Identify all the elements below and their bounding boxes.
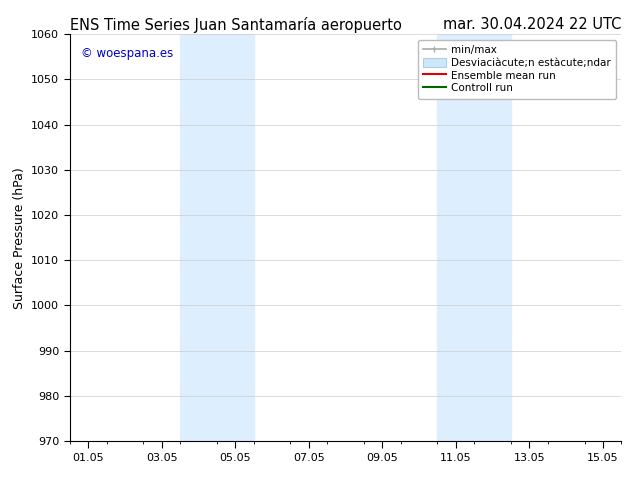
Legend: min/max, Desviaciàcute;n estàcute;ndar, Ensemble mean run, Controll run: min/max, Desviaciàcute;n estàcute;ndar, …: [418, 40, 616, 98]
Bar: [180, 34, 254, 441]
Text: mar. 30.04.2024 22 UTC: mar. 30.04.2024 22 UTC: [443, 17, 621, 32]
Bar: [437, 34, 511, 441]
Y-axis label: Surface Pressure (hPa): Surface Pressure (hPa): [13, 167, 25, 309]
Text: © woespana.es: © woespana.es: [81, 47, 173, 59]
Text: ENS Time Series Juan Santamaría aeropuerto: ENS Time Series Juan Santamaría aeropuer…: [70, 17, 401, 33]
